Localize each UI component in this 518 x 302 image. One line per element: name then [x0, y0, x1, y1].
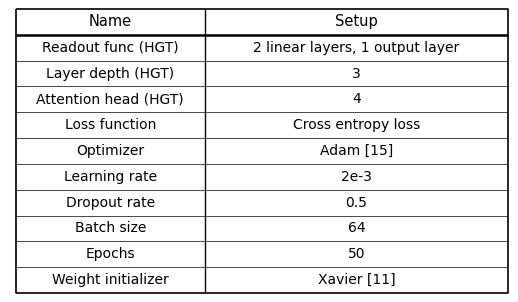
Text: Optimizer: Optimizer — [76, 144, 145, 158]
Text: Attention head (HGT): Attention head (HGT) — [36, 92, 184, 106]
Text: Loss function: Loss function — [65, 118, 156, 132]
Text: Epochs: Epochs — [85, 247, 135, 261]
Text: Setup: Setup — [335, 14, 378, 30]
Text: 2 linear layers, 1 output layer: 2 linear layers, 1 output layer — [253, 41, 459, 55]
Text: Cross entropy loss: Cross entropy loss — [293, 118, 420, 132]
Text: 2e-3: 2e-3 — [341, 170, 372, 184]
Text: 3: 3 — [352, 66, 361, 81]
Text: Weight initializer: Weight initializer — [52, 273, 169, 287]
Text: Readout func (HGT): Readout func (HGT) — [42, 41, 179, 55]
Text: Name: Name — [89, 14, 132, 30]
Text: Dropout rate: Dropout rate — [66, 196, 155, 210]
Text: Learning rate: Learning rate — [64, 170, 157, 184]
Text: 4: 4 — [352, 92, 361, 106]
Text: 50: 50 — [348, 247, 365, 261]
Text: 64: 64 — [348, 221, 365, 236]
Text: 0.5: 0.5 — [346, 196, 367, 210]
Text: Batch size: Batch size — [75, 221, 146, 236]
Text: Xavier [11]: Xavier [11] — [318, 273, 395, 287]
Text: Adam [15]: Adam [15] — [320, 144, 393, 158]
Text: Layer depth (HGT): Layer depth (HGT) — [46, 66, 175, 81]
